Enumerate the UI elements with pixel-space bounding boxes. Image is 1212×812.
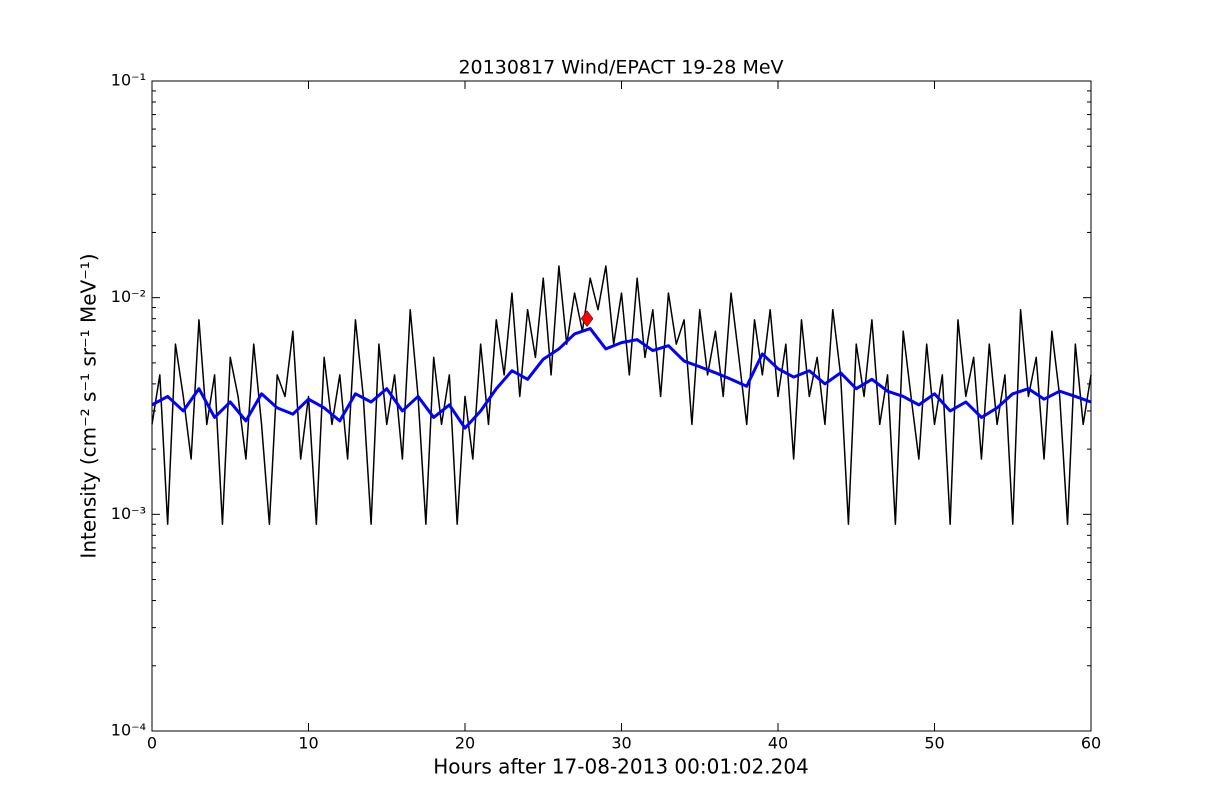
plot-frame [151,80,1092,732]
x-axis-label: Hours after 17-08-2013 00:01:02.204 [433,755,809,779]
x-tick-label: 40 [768,734,788,753]
y-axis-label: Intensity (cm⁻² s⁻¹ sr⁻¹ MeV⁻¹) [77,253,101,558]
y-tick-label: 10⁻³ [111,504,146,523]
x-tick-label: 20 [455,734,475,753]
peak-marker [580,310,594,328]
x-tick-label: 50 [924,734,944,753]
x-tick-label: 60 [1081,734,1101,753]
data-line [151,265,1092,525]
y-tick-label: 10⁻² [111,287,146,306]
y-tick-label: 10⁻¹ [111,71,146,90]
data-line [151,327,1092,430]
x-tick-label: 30 [611,734,631,753]
chart-title: 20130817 Wind/EPACT 19-28 MeV [458,57,783,79]
y-tick-label: 10⁻⁴ [111,721,146,740]
x-tick-label: 10 [298,734,318,753]
x-tick-label: 0 [147,734,157,753]
